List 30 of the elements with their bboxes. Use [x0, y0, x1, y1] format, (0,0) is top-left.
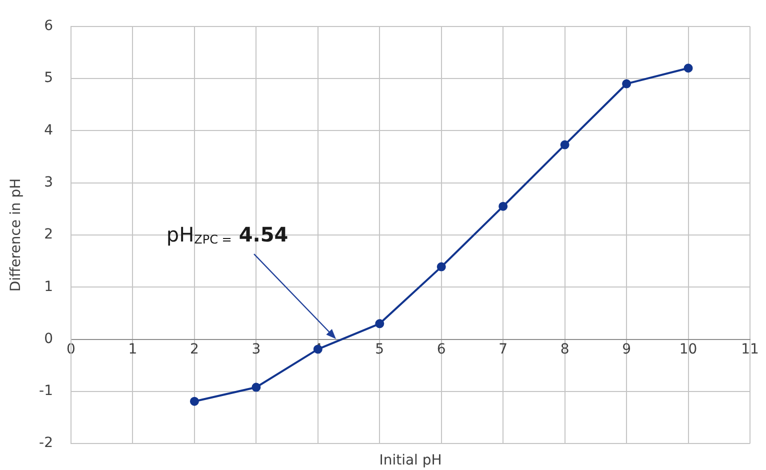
y-tick-label: -1	[39, 383, 53, 400]
x-tick-label: 3	[252, 341, 261, 358]
point	[436, 262, 446, 272]
x-tick-label: 10	[679, 341, 698, 358]
y-tick-label: 3	[44, 174, 53, 190]
x-tick-label: 8	[560, 341, 570, 358]
point	[375, 319, 384, 328]
y-tick-label: 6	[44, 18, 54, 34]
x-tick-label: 6	[436, 341, 446, 358]
y-tick-label: 1	[44, 278, 53, 295]
x-tick-label: 7	[498, 341, 508, 358]
point	[498, 202, 508, 211]
x-tick-label: 2	[190, 341, 199, 358]
y-tick-label: 4	[44, 122, 54, 138]
x-tick-label: 1	[128, 341, 138, 358]
x-tick-label: 11	[741, 341, 759, 358]
annotation: pHZPC = 4.54	[166, 222, 288, 246]
x-tick-label: 5	[375, 341, 384, 358]
y-tick-label: 2	[44, 226, 53, 243]
point	[684, 64, 693, 73]
y-axis-title: Difference in pH	[8, 178, 24, 292]
x-tick-label: 9	[622, 341, 632, 358]
y-tick-label: 5	[44, 70, 53, 86]
point	[252, 382, 261, 392]
point	[190, 396, 199, 406]
point	[622, 79, 632, 88]
y-tick-label: -2	[39, 435, 53, 452]
x-axis-title: Initial pH	[379, 452, 442, 469]
y-tick-label: 0	[44, 330, 53, 347]
point	[560, 140, 570, 150]
